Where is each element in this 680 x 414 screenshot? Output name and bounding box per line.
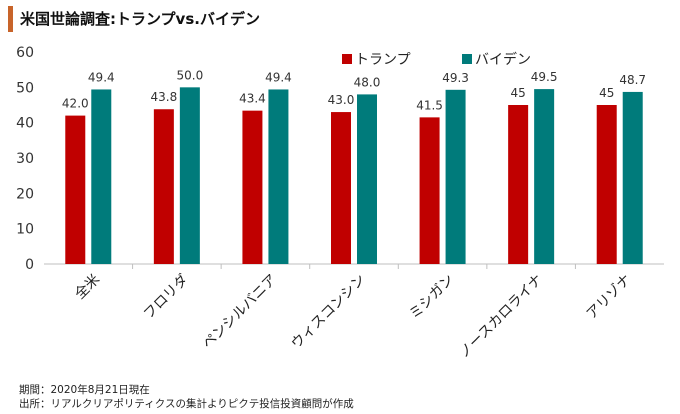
x-tick-label: アリゾナ: [584, 272, 635, 323]
data-label-trump: 43.0: [328, 93, 355, 107]
data-label-trump: 43.4: [239, 92, 266, 106]
y-tick-label: 40: [16, 116, 34, 132]
bar-biden: [357, 94, 377, 265]
x-tick-label: フロリダ: [141, 272, 192, 323]
x-tick-label: ペンシルバニア: [200, 272, 281, 353]
data-label-biden: 49.5: [531, 70, 558, 84]
bar-chart: 0 10 20 30 40 50 60 42.0 49.4 全米 43.8 50.0 フロリダ 43.4 4…: [16, 45, 664, 362]
bar-biden: [179, 87, 200, 264]
data-label-biden: 49.4: [265, 70, 292, 84]
data-label-biden: 49.4: [88, 70, 115, 84]
footnote-period: 期間：2020年8月21日現在: [19, 384, 150, 396]
bar-biden: [445, 89, 466, 264]
y-tick-label: 20: [16, 186, 34, 202]
bar-trump: [242, 110, 263, 264]
bar-trump: [419, 117, 440, 264]
y-tick-label: 10: [16, 222, 34, 238]
bar-biden: [622, 91, 643, 264]
x-tick-label: 全米: [71, 271, 103, 303]
data-label-biden: 50.0: [176, 68, 203, 82]
legend-swatch-trump: [342, 54, 352, 64]
bar-trump: [153, 109, 174, 265]
bar-trump: [596, 105, 617, 264]
y-tick-label: 30: [16, 151, 34, 167]
y-tick-label: 60: [16, 45, 34, 61]
x-tick-label: ミシガン: [406, 272, 457, 323]
legend-label-biden: バイデン: [475, 51, 531, 68]
x-tick-label: ノースカロライナ: [456, 272, 546, 362]
y-tick-label: 50: [16, 80, 34, 96]
data-label-trump: 45: [511, 86, 526, 100]
data-label-trump: 42.0: [62, 97, 89, 111]
data-label-biden: 49.3: [442, 71, 469, 85]
legend-label-trump: トランプ: [355, 52, 411, 68]
bar-trump: [508, 105, 529, 264]
title-accent-bar: [8, 6, 13, 32]
legend-swatch-biden: [462, 54, 472, 64]
y-tick-label: 0: [25, 257, 34, 273]
bar-biden: [534, 89, 555, 264]
data-label-trump: 45: [599, 86, 614, 100]
bar-trump: [331, 112, 351, 264]
data-label-biden: 48.7: [619, 73, 646, 87]
bar-trump: [65, 115, 86, 264]
data-label-trump: 43.8: [150, 90, 177, 104]
footnote-source: 出所：リアルクリアポリティクスの集計よりピクテ投信投資顧問が作成: [19, 398, 354, 410]
bar-biden: [268, 89, 289, 264]
bar-biden: [91, 89, 112, 264]
x-tick-label: ウィスコンシン: [288, 272, 369, 353]
chart-title: 米国世論調査:トランプvs.バイデン: [20, 10, 260, 28]
data-label-trump: 41.5: [416, 98, 443, 112]
data-label-biden: 48.0: [354, 75, 381, 89]
